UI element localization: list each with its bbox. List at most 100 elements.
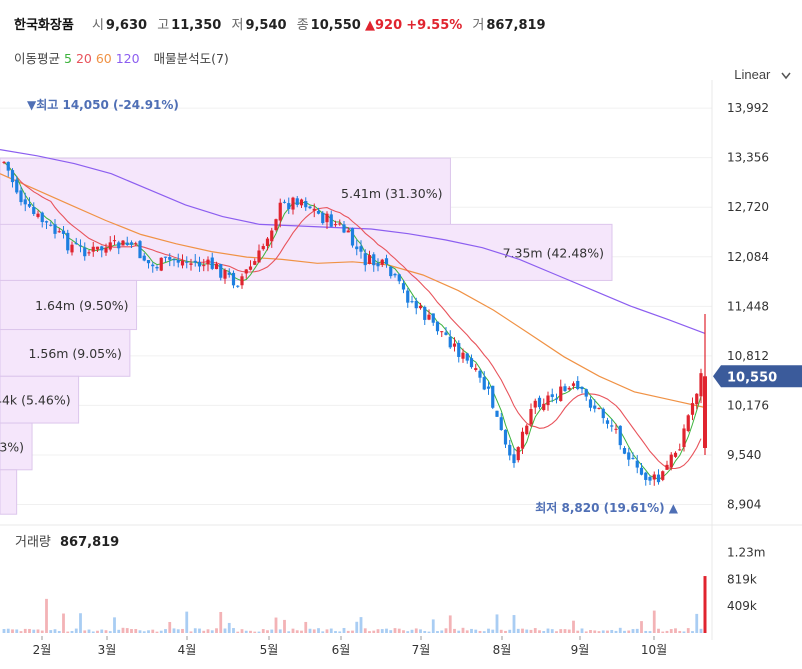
candle-body <box>656 474 661 483</box>
candle-body <box>329 214 333 227</box>
volume-profile-toggle[interactable]: 매물분석도(7) <box>153 51 229 66</box>
volume-profile-label: 1.64m (9.50%) <box>35 298 128 313</box>
volume-bar <box>346 630 350 633</box>
candle-body <box>423 306 427 320</box>
volume-bar <box>691 631 694 633</box>
volume-bar <box>372 630 376 633</box>
candle-body <box>2 161 6 163</box>
volume-bar <box>244 630 248 633</box>
volume-profile-label: 944k (5.46%) <box>0 393 71 408</box>
open-price: 9,630 <box>105 18 148 33</box>
volume-bar <box>550 629 554 633</box>
volume-bar <box>334 631 337 633</box>
candle-body <box>287 203 291 210</box>
ma20-legend: 20 <box>75 51 92 66</box>
volume-bar <box>699 628 703 633</box>
candle-body <box>49 224 53 226</box>
volume-bar <box>185 611 189 633</box>
candle-body <box>418 305 423 309</box>
ma-toggle[interactable]: 이동평균 <box>14 51 61 66</box>
volume-bar <box>155 631 159 633</box>
volume-bar <box>151 629 155 633</box>
candle-body <box>410 301 414 303</box>
low-label: 저 <box>231 18 244 33</box>
candle-body <box>554 398 559 400</box>
volume-bar <box>227 622 231 633</box>
volume-bar <box>682 631 686 633</box>
volume-bar <box>661 631 665 633</box>
candle-body <box>376 263 380 267</box>
volume-bar <box>172 628 176 633</box>
candle-body <box>499 417 503 431</box>
candle-body <box>291 197 295 210</box>
volume-bar <box>461 627 465 633</box>
volume-bar <box>368 631 371 633</box>
candle-body <box>474 368 478 370</box>
candle-body <box>461 352 465 359</box>
price-tick-label: 13,356 <box>727 151 769 165</box>
candle-body <box>231 272 236 286</box>
candle-body <box>223 270 227 279</box>
price-tick-label: 12,084 <box>727 250 769 264</box>
candle-body <box>210 257 214 269</box>
candle-body <box>168 257 172 260</box>
candle-body <box>163 256 168 258</box>
candle-body <box>495 410 499 417</box>
candle-body <box>525 425 529 435</box>
candle-body <box>350 228 355 246</box>
volume-bar <box>580 628 584 633</box>
candle-body <box>312 208 316 211</box>
candle-body <box>673 452 678 457</box>
volume-bar <box>130 629 133 633</box>
candle-body <box>610 425 614 427</box>
volume-bar <box>385 628 388 633</box>
volume-bar <box>657 628 660 633</box>
volume-bar <box>232 628 235 633</box>
ma60-legend: 60 <box>95 51 112 66</box>
volume-bar <box>457 630 461 633</box>
volume-bar <box>482 631 486 633</box>
volume-bar <box>53 629 57 633</box>
volume-bar <box>57 631 61 633</box>
scale-dropdown[interactable]: Linear <box>728 66 798 83</box>
volume-bar <box>193 628 197 633</box>
volume-bar <box>618 627 622 633</box>
volume-bar <box>521 628 524 633</box>
volume-bar <box>601 630 605 633</box>
volume-profile-bar <box>0 329 131 377</box>
candle-body <box>91 246 95 252</box>
volume-bar <box>253 631 257 633</box>
high-label: 고 <box>157 18 170 33</box>
candle-body <box>465 353 469 361</box>
volume-bar <box>563 629 567 633</box>
month-label: 6월 <box>332 643 351 657</box>
volume-bar <box>62 613 65 633</box>
candle-body <box>6 161 10 171</box>
price-tick-label: 13,992 <box>727 101 769 115</box>
candle-body <box>482 377 486 390</box>
candle-body <box>219 264 223 278</box>
candle-body <box>503 429 508 445</box>
volume-bar <box>32 629 36 633</box>
volume-bar <box>533 628 537 633</box>
volume-bar <box>546 628 550 633</box>
candle-body <box>236 285 240 287</box>
candle-body <box>593 405 597 409</box>
candle-body <box>665 464 669 470</box>
volume-bar <box>83 630 87 633</box>
candle-body <box>550 394 554 397</box>
candle-body <box>384 258 389 264</box>
volume-bar <box>376 629 380 633</box>
volume-bar <box>504 630 507 633</box>
scale-value: Linear <box>734 67 771 82</box>
volume-bar <box>665 630 669 633</box>
volume-bar <box>74 628 78 633</box>
candle-body <box>533 400 537 408</box>
candle-body <box>112 240 117 242</box>
candle-body <box>338 223 342 225</box>
volume-bar <box>631 629 635 633</box>
volume-bar <box>610 629 614 633</box>
volume-bar <box>512 615 516 633</box>
volume-bar <box>295 630 299 633</box>
